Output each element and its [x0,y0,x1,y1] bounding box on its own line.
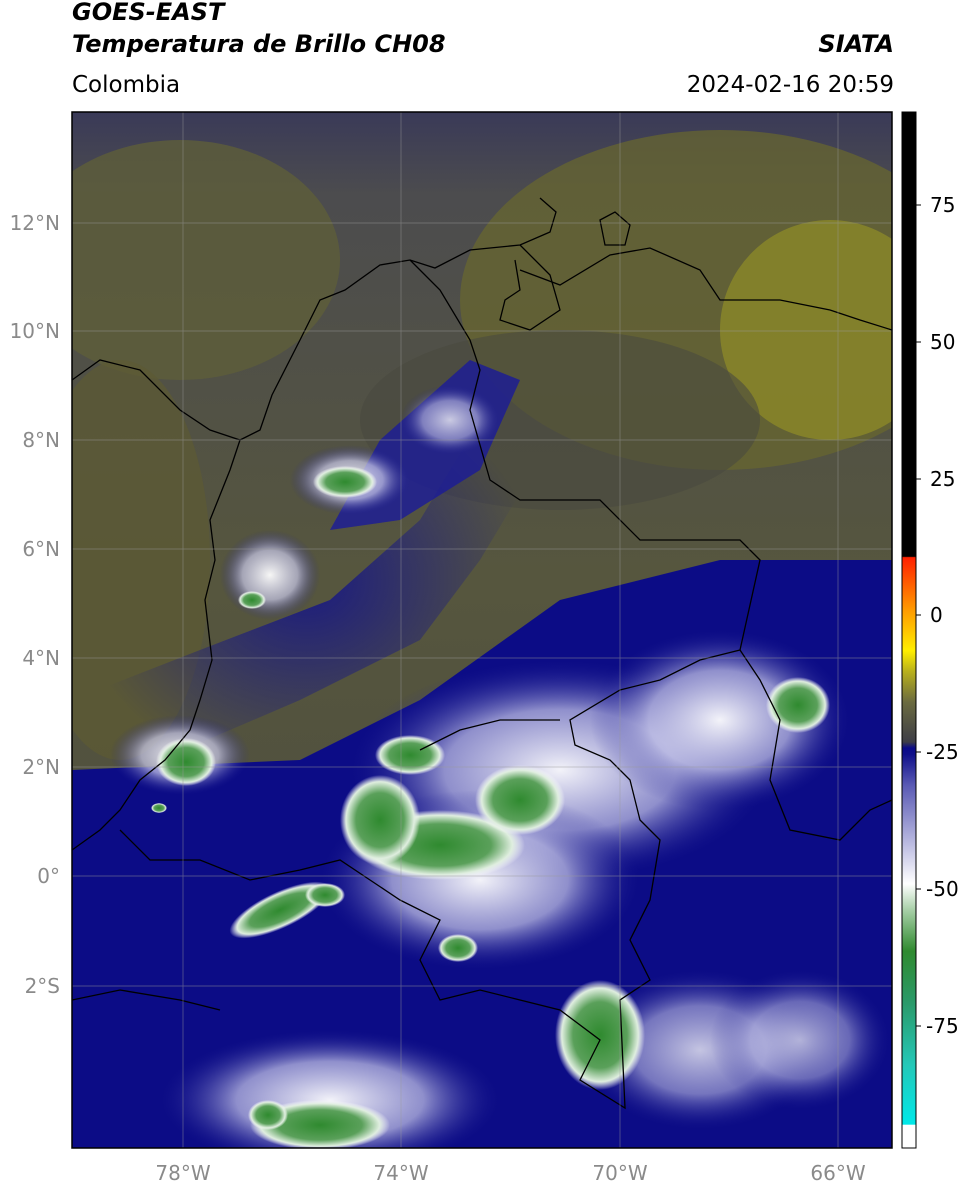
colorbar-gradient [901,111,917,1149]
lat-tick-label: 8°N [22,428,60,452]
colorbar-tick-label: 75 [930,193,955,217]
lat-tick-label: 0° [37,864,60,888]
graticule [72,112,892,1148]
lon-tick-label: 66°W [810,1161,865,1185]
lon-tick-label: 70°W [592,1161,647,1185]
lat-axis: 12°N 10°N 8°N 6°N 4°N 2°N 0° 2°S [10,211,60,998]
lat-tick-label: 10°N [10,319,60,343]
region-label: Colombia [72,72,181,98]
colorbar: 75 50 25 0 -25 -50 -75 [901,111,959,1149]
lat-tick-label: 6°N [22,537,60,561]
borders-coastlines [72,197,892,1110]
lon-axis: 78°W 74°W 70°W 66°W [155,1161,865,1185]
colorbar-tick-label: 50 [930,330,955,354]
product-title: Temperatura de Brillo CH08 [72,30,446,58]
colorbar-tick-label: -50 [926,877,959,901]
lon-tick-label: 78°W [155,1161,210,1185]
colorbar-tick-label: -25 [926,740,959,764]
lat-tick-label: 2°N [22,755,60,779]
colorbar-tick-label: 25 [930,467,955,491]
satellite-title: GOES-EAST [72,0,225,26]
lon-tick-label: 74°W [373,1161,428,1185]
lat-tick-label: 4°N [22,646,60,670]
colorbar-tick-label: 0 [930,603,943,627]
brightness-temperature-image [72,112,892,1148]
organization-label: SIATA [818,30,894,58]
map-frame [71,111,893,1149]
lat-tick-label: 12°N [10,211,60,235]
lat-tick-label: 2°S [25,974,60,998]
colorbar-tick-label: -75 [926,1014,959,1038]
datetime-label: 2024-02-16 20:59 [686,72,894,98]
